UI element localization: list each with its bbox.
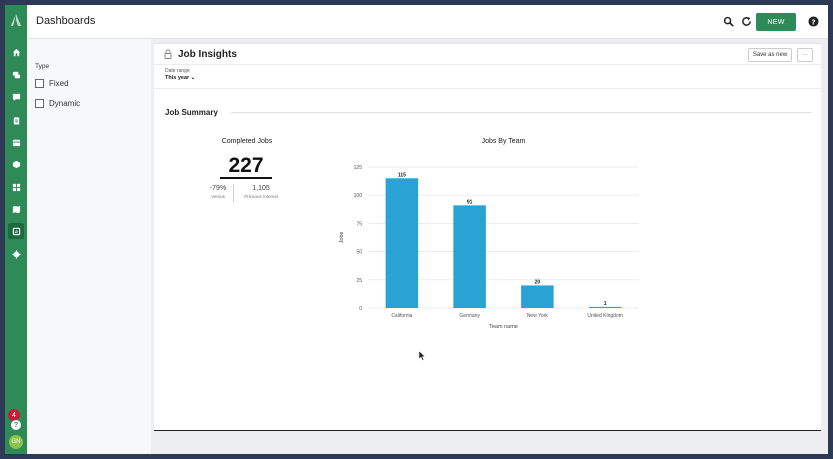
- jobs-by-team-chart: Jobs By Team 0 25 50 75 100 125 Jobs 115 Californ…: [339, 138, 639, 330]
- box-icon: [12, 160, 20, 168]
- filter-type-label: Type: [35, 63, 50, 70]
- grid-icon: [12, 183, 20, 191]
- main-content: Job Insights Save as new ··· Date range …: [151, 39, 828, 454]
- data-label: 91: [467, 199, 473, 205]
- filter-panel: Type Fixed Dynamic: [27, 39, 151, 454]
- lock-icon: [164, 49, 172, 59]
- svg-text:?: ?: [811, 17, 815, 26]
- data-label: 20: [535, 279, 541, 285]
- app-window: 4 ? GN Dashboards NEW ? Type Fixed Dynam…: [5, 5, 828, 454]
- kpi-previous: 1,105 Previous Interval: [236, 185, 286, 199]
- date-range-selector[interactable]: Date range This year ⌄: [165, 68, 195, 81]
- data-label: 1: [604, 301, 607, 307]
- nav-tasks[interactable]: [8, 112, 24, 128]
- x-tick-label: California: [391, 313, 412, 319]
- date-range-value[interactable]: This year ⌄: [165, 75, 196, 81]
- x-axis-label: Team name: [489, 324, 518, 330]
- kpi-versus-value: -79%: [209, 185, 227, 192]
- help-circle-icon[interactable]: ?: [808, 16, 819, 27]
- filter-dynamic-checkbox[interactable]: Dynamic: [35, 99, 80, 108]
- page-title: Dashboards: [36, 15, 96, 27]
- divider: [154, 88, 821, 89]
- save-as-new-button[interactable]: Save as new: [748, 48, 792, 62]
- filter-option-label: Dynamic: [49, 99, 81, 108]
- left-nav-rail: 4 ? GN: [5, 5, 27, 454]
- x-tick-label: United Kingdom: [587, 313, 623, 319]
- panel-bottom-border: [154, 430, 821, 431]
- date-range-label: Date range: [165, 68, 190, 74]
- kpi-separator: [233, 184, 234, 202]
- checkbox[interactable]: [35, 99, 44, 108]
- dashboard-title: Job Insights: [178, 49, 237, 60]
- bar-california: [385, 178, 419, 308]
- top-header: Dashboards NEW ?: [27, 5, 828, 39]
- gear-icon: [11, 249, 21, 259]
- map-icon: [12, 205, 20, 213]
- bar-united-kingdom: [588, 306, 622, 308]
- dashboard-icon: [12, 227, 20, 235]
- home-icon: [12, 48, 20, 56]
- nav-map[interactable]: [8, 201, 24, 217]
- x-tick-label: Germany: [459, 313, 480, 319]
- y-axis-label: Jobs: [339, 231, 345, 243]
- refresh-icon[interactable]: [741, 16, 752, 27]
- notification-badge[interactable]: 4: [8, 409, 20, 421]
- data-label: 115: [398, 172, 406, 178]
- section-title: Job Summary: [165, 108, 218, 117]
- kpi-title: Completed Jobs: [221, 138, 273, 145]
- nav-dashboards[interactable]: [8, 223, 24, 239]
- help-icon[interactable]: ?: [11, 420, 21, 430]
- more-options-button[interactable]: ···: [797, 48, 813, 62]
- kpi-previous-label: Previous Interval: [244, 194, 278, 199]
- panel-header: Job Insights Save as new ···: [154, 44, 821, 65]
- avatar[interactable]: GN: [9, 435, 23, 449]
- y-tick-label: 100: [354, 193, 363, 199]
- checkbox[interactable]: [35, 79, 44, 88]
- y-tick-label: 50: [356, 250, 362, 256]
- nav-chat[interactable]: [8, 89, 24, 105]
- y-tick-label: 0: [359, 306, 362, 312]
- filter-option-label: Fixed: [49, 79, 69, 88]
- chart-title: Jobs By Team: [482, 138, 526, 145]
- chat-bubbles-icon: [12, 71, 20, 78]
- kpi-previous-value: 1,105: [252, 185, 270, 192]
- kpi-versus-label: Versus: [211, 194, 225, 199]
- x-tick-label: New York: [527, 313, 549, 319]
- bar-germany: [453, 205, 486, 308]
- nav-settings[interactable]: [8, 246, 24, 262]
- section-divider: [231, 112, 811, 113]
- y-tick-label: 75: [356, 221, 362, 227]
- nav-messages[interactable]: [8, 67, 24, 83]
- kpi-versus: -79% Versus: [204, 185, 232, 199]
- y-tick-label: 25: [356, 278, 362, 284]
- kpi-value: 227: [220, 154, 272, 179]
- clipboard-icon: [13, 116, 19, 125]
- chat-icon: [12, 93, 20, 101]
- calendar-icon: [12, 139, 20, 146]
- mouse-cursor-icon: [419, 351, 426, 361]
- nav-schedule[interactable]: [8, 134, 24, 150]
- nav-home[interactable]: [8, 44, 24, 60]
- filter-fixed-checkbox[interactable]: Fixed: [35, 79, 69, 88]
- bar-new-york: [521, 285, 554, 308]
- app-logo: [11, 14, 21, 26]
- y-tick-label: 125: [354, 165, 363, 171]
- nav-apps[interactable]: [8, 179, 24, 195]
- nav-inventory[interactable]: [8, 156, 24, 172]
- new-button[interactable]: NEW: [756, 13, 796, 31]
- dashboard-panel: Job Insights Save as new ··· Date range …: [154, 43, 821, 430]
- search-icon[interactable]: [723, 16, 734, 27]
